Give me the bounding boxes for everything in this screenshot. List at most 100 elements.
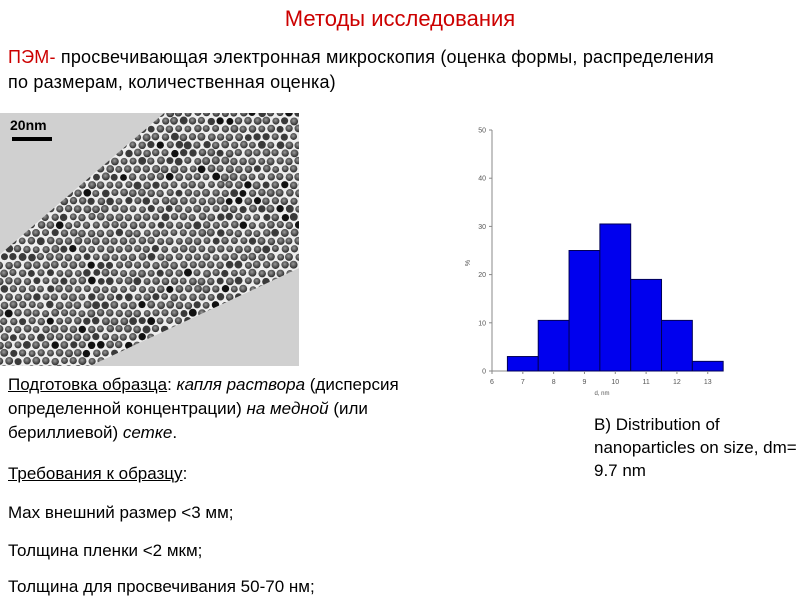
nanoparticle (142, 325, 151, 334)
nanoparticle (198, 148, 207, 157)
nanoparticle (157, 285, 165, 293)
nanoparticle (106, 213, 114, 222)
nanoparticle (175, 140, 184, 149)
nanoparticle (161, 133, 170, 141)
nanoparticle (64, 333, 73, 341)
nanoparticle (188, 213, 196, 222)
nanoparticle (244, 214, 251, 221)
nanoparticle (226, 228, 234, 237)
nanoparticle (83, 188, 92, 197)
nanoparticle (271, 213, 280, 222)
nanoparticle (230, 253, 238, 261)
nanoparticle (180, 197, 188, 205)
nanoparticle (147, 317, 156, 326)
nanoparticle (206, 228, 215, 237)
nanoparticle (207, 197, 216, 206)
nanoparticle (240, 237, 248, 245)
nanoparticle (257, 140, 266, 149)
nanoparticle (60, 325, 68, 333)
nanoparticle (133, 181, 142, 190)
nanoparticle (188, 133, 197, 141)
nanoparticle (78, 213, 86, 222)
nanoparticle (285, 173, 294, 181)
nanoparticle (281, 165, 289, 173)
y-tick-label: 0 (482, 369, 486, 376)
nanoparticle (0, 333, 9, 342)
nanoparticle (152, 293, 160, 301)
nanoparticle (23, 261, 32, 270)
nanoparticle (133, 277, 142, 286)
nanoparticle (93, 349, 101, 357)
nanoparticle (115, 228, 124, 237)
nanoparticle (230, 124, 239, 133)
nanoparticle (165, 237, 174, 246)
nanoparticle (208, 181, 215, 189)
nanoparticle (5, 261, 13, 270)
nanoparticle (175, 189, 183, 197)
nanoparticle (166, 113, 175, 118)
nanoparticle (267, 269, 276, 278)
requirement-item: Max внешний размер <3 мм; (8, 503, 234, 522)
sample-preparation: Подготовка образца: капля раствора (дисп… (8, 375, 399, 442)
nanoparticle (120, 221, 128, 229)
nanoparticle (102, 349, 109, 357)
nanoparticle (18, 253, 27, 261)
nanoparticle (244, 134, 252, 142)
nanoparticle (174, 204, 183, 213)
nanoparticle (170, 277, 179, 285)
nanoparticle (151, 324, 160, 333)
nanoparticle (97, 341, 105, 349)
nanoparticle (180, 181, 188, 189)
nanoparticle (147, 269, 155, 277)
nanoparticle (189, 165, 197, 173)
nanoparticle (248, 141, 256, 149)
nanoparticle (83, 285, 91, 293)
nanoparticle (156, 317, 164, 325)
nanoparticle (55, 301, 64, 310)
nanoparticle (120, 253, 128, 262)
nanoparticle (225, 149, 234, 158)
nanoparticle (106, 197, 114, 206)
nanoparticle (170, 212, 179, 221)
nanoparticle (212, 254, 220, 261)
nanoparticle (253, 116, 262, 125)
nanoparticle (32, 261, 41, 269)
nanoparticle (36, 237, 45, 246)
nanoparticle (156, 189, 164, 198)
nanoparticle (142, 197, 151, 205)
x-tick-label: 12 (673, 379, 681, 386)
nanoparticle (207, 164, 216, 173)
nanoparticle (203, 237, 211, 245)
nanoparticle (14, 341, 22, 349)
nanoparticle (221, 125, 229, 133)
nanoparticle (271, 245, 279, 252)
nanoparticle (88, 181, 97, 190)
nanoparticle (289, 212, 298, 221)
nanoparticle (244, 148, 253, 157)
nanoparticle (285, 221, 294, 230)
nanoparticle (0, 293, 3, 302)
nanoparticle (18, 333, 26, 341)
nanoparticle (64, 269, 73, 278)
nanoparticle (239, 221, 248, 229)
nanoparticle (194, 285, 202, 293)
nanoparticle (203, 140, 211, 149)
histogram-bar (568, 250, 601, 372)
nanoparticle (212, 189, 220, 197)
x-tick-label: 7 (521, 379, 525, 386)
nanoparticle (212, 113, 220, 117)
nanoparticle (139, 206, 146, 213)
nanoparticle (179, 293, 187, 301)
nanoparticle (0, 269, 9, 278)
nanoparticle (46, 236, 55, 245)
nanoparticle (202, 221, 211, 229)
nanoparticle (142, 261, 151, 269)
nanoparticle (110, 317, 119, 326)
intro-abbr: ПЭМ- (8, 47, 56, 67)
nanoparticle (36, 253, 44, 261)
nanoparticle (189, 149, 197, 157)
nanoparticle (138, 269, 146, 278)
nanoparticle (41, 340, 50, 349)
nanoparticle (73, 301, 82, 310)
nanoparticle (78, 276, 87, 285)
